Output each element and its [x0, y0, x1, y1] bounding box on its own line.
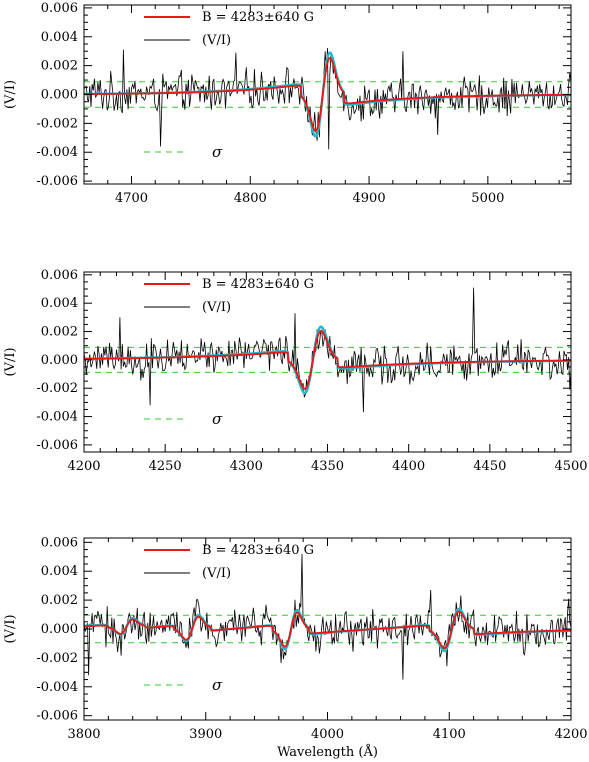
y-tick-label: -0.006: [36, 709, 78, 724]
y-tick-label: 0.002: [41, 325, 78, 340]
plot-area: [84, 47, 571, 150]
y-tick-label: -0.002: [36, 116, 78, 131]
y-tick-label: -0.004: [36, 145, 78, 160]
y-tick-label: -0.002: [36, 651, 78, 666]
legend-model-label: B = 4283±640 G: [202, 277, 314, 292]
model-series: [84, 329, 571, 390]
legend-sigma-label: σ: [212, 143, 223, 161]
panel-top: 4700 4800 4900 5000 -0.006 -0.004 -0.002 0.000 0…: [3, 1, 572, 206]
legend-observed-label: (V/I): [202, 566, 231, 581]
y-tick-label: 0.004: [41, 564, 78, 579]
y-tick-label: 0.000: [41, 353, 78, 368]
y-tick-label: -0.004: [36, 410, 78, 425]
model-series: [84, 610, 571, 650]
y-tick-label: -0.006: [36, 438, 78, 453]
x-axis-label: Wavelength (Å): [277, 744, 378, 760]
y-tick-label: 0.000: [41, 88, 78, 103]
plot-area: [84, 287, 571, 413]
panel-bottom: 3800 3900 4000 4100 4200 -0.006 -0.004 -0.002 0.…: [3, 535, 588, 760]
observed-series: [84, 553, 571, 680]
x-tick-label: 3800: [67, 727, 100, 742]
y-tick-label: -0.006: [36, 174, 78, 189]
x-tick-label: 3900: [189, 727, 222, 742]
x-tick-label: 4500: [554, 459, 587, 474]
y-tick-label: 0.004: [41, 30, 78, 45]
y-tick-label: 0.002: [41, 593, 78, 608]
x-tick-label: 4400: [392, 459, 425, 474]
y-axis-label: (V/I): [3, 614, 18, 643]
legend-model-label: B = 4283±640 G: [202, 10, 314, 25]
y-axis-label: (V/I): [3, 80, 18, 109]
y-tick-label: 0.006: [41, 535, 78, 550]
x-tick-label: 4450: [473, 459, 506, 474]
panel-middle: 4200 4250 4300 4350 4400 4450 4500 -0.006 -0.004…: [3, 268, 588, 474]
y-axis-label: (V/I): [3, 347, 18, 376]
observed-series: [84, 287, 571, 413]
y-tick-label: -0.002: [36, 381, 78, 396]
x-tick-label: 4100: [433, 727, 466, 742]
x-tick-label: 4800: [234, 191, 267, 206]
legend-observed-label: (V/I): [202, 33, 231, 48]
model-series: [84, 57, 571, 132]
legend-sigma-label: σ: [212, 410, 223, 428]
x-tick-label: 4350: [311, 459, 344, 474]
plot-frame: [83, 4, 572, 185]
x-tick-label: 4700: [115, 191, 148, 206]
x-tick-label: 4200: [67, 459, 100, 474]
y-tick-label: 0.004: [41, 296, 78, 311]
legend-model-label: B = 4283±640 G: [202, 543, 314, 558]
x-tick-label: 4900: [353, 191, 386, 206]
x-tick-label: 4000: [311, 727, 344, 742]
x-tick-label: 4200: [554, 727, 587, 742]
plot-area: [84, 553, 571, 680]
legend-sigma-label: σ: [212, 676, 223, 694]
y-tick-label: -0.004: [36, 680, 78, 695]
y-tick-label: 0.000: [41, 622, 78, 637]
y-tick-label: 0.006: [41, 1, 78, 16]
x-tick-label: 5000: [471, 191, 504, 206]
x-tick-label: 4250: [149, 459, 182, 474]
x-tick-label: 4300: [230, 459, 263, 474]
y-tick-label: 0.006: [41, 268, 78, 283]
y-tick-label: 0.002: [41, 59, 78, 74]
legend-observed-label: (V/I): [202, 300, 231, 315]
